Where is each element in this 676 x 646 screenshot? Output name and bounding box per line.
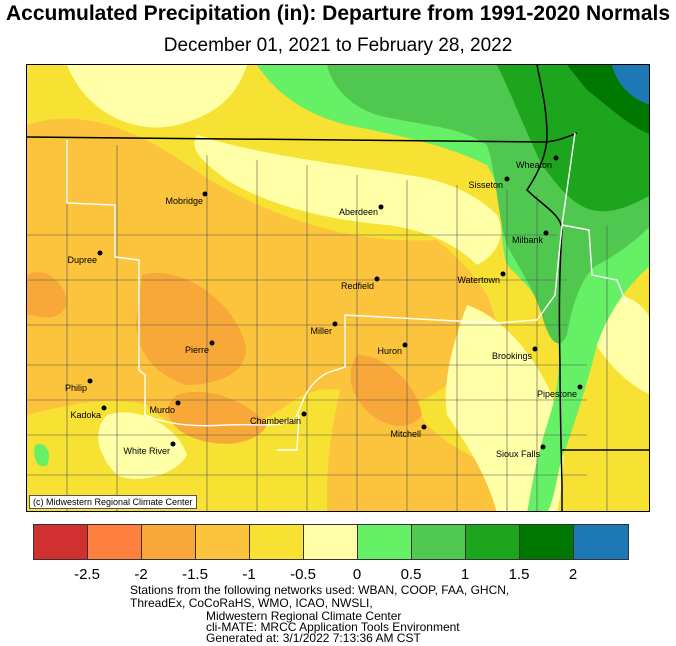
legend-tick-label: 0.5 xyxy=(400,566,422,583)
city-label-pierre: Pierre xyxy=(185,345,209,355)
zone-near-central xyxy=(194,135,501,265)
legend-swatch xyxy=(358,525,412,559)
city-dot-kadoka xyxy=(101,405,107,411)
city-label-sisseton: Sisseton xyxy=(468,180,503,190)
city-label-sioux-falls: Sioux Falls xyxy=(496,449,541,459)
color-legend xyxy=(33,524,629,560)
date-range-subtitle: December 01, 2021 to February 28, 2022 xyxy=(163,35,513,56)
legend-tick-label: -0.5 xyxy=(290,566,316,583)
legend-swatch xyxy=(250,525,304,559)
legend-swatch xyxy=(304,525,358,559)
city-label-dupree: Dupree xyxy=(67,255,97,265)
legend-swatch xyxy=(34,525,88,559)
legend-tick-label: -1.5 xyxy=(182,566,208,583)
zone-near-whiteriver xyxy=(98,412,187,479)
legend-tick-label: 1 xyxy=(460,566,470,583)
city-label-brookings: Brookings xyxy=(492,351,533,361)
legend-swatch xyxy=(412,525,466,559)
city-dot-sioux-falls xyxy=(540,444,546,450)
city-dot-mitchell xyxy=(421,424,427,430)
zone-over2 xyxy=(612,65,649,105)
city-label-redfield: Redfield xyxy=(341,281,374,291)
legend-tick-label: -2 xyxy=(134,566,148,583)
city-label-pipestone: Pipestone xyxy=(537,389,577,399)
city-dot-wheaton xyxy=(553,155,559,161)
legend-swatch xyxy=(196,525,250,559)
zone-near-east xyxy=(445,305,564,511)
city-label-white-river: White River xyxy=(123,446,170,456)
legend-tick-label: 0 xyxy=(352,566,362,583)
county-boundaries xyxy=(27,140,608,511)
city-dot-redfield xyxy=(374,276,380,282)
city-label-milbank: Milbank xyxy=(512,235,544,245)
footer-stations-line1: Stations from the following networks use… xyxy=(130,583,510,597)
city-label-mobridge: Mobridge xyxy=(165,196,203,206)
city-dot-white-river xyxy=(170,441,176,447)
city-dot-miller xyxy=(332,321,338,327)
legend-tick-label: -2.5 xyxy=(74,566,100,583)
city-dot-brookings xyxy=(532,346,538,352)
city-label-miller: Miller xyxy=(311,326,333,336)
city-label-aberdeen: Aberdeen xyxy=(339,207,378,217)
copyright-credit: (c) Midwestern Regional Climate Center xyxy=(29,495,197,509)
legend-tick-label: 1.5 xyxy=(508,566,530,583)
legend-swatch xyxy=(466,525,520,559)
city-dot-milbank xyxy=(543,230,549,236)
city-dot-chamberlain xyxy=(301,411,307,417)
city-dot-mobridge xyxy=(202,191,208,197)
region-boundary xyxy=(66,132,628,451)
legend-tick-label: -1 xyxy=(242,566,256,583)
city-label-wheaton: Wheaton xyxy=(516,160,552,170)
city-label-chamberlain: Chamberlain xyxy=(250,416,301,426)
map-canvas: Mobridge Aberdeen Sisseton Wheaton Milba… xyxy=(27,65,649,511)
zone-minus15-pierre xyxy=(136,273,246,385)
city-dot-dupree xyxy=(97,250,103,256)
footer-climate: cli-MATE: MRCC Application Tools Environ… xyxy=(206,620,460,634)
legend-swatch xyxy=(574,525,628,559)
precipitation-map: Mobridge Aberdeen Sisseton Wheaton Milba… xyxy=(26,64,650,512)
city-markers: Mobridge Aberdeen Sisseton Wheaton Milba… xyxy=(65,155,583,459)
footer-mrcc: Midwestern Regional Climate Center xyxy=(206,609,402,623)
city-label-murdo: Murdo xyxy=(149,405,175,415)
city-label-huron: Huron xyxy=(377,346,402,356)
legend-ticks: -2.5 -2 -1.5 -1 -0.5 0 0.5 1 1.5 2 xyxy=(0,566,676,584)
city-label-kadoka: Kadoka xyxy=(70,410,101,420)
zone-minus15-west xyxy=(27,272,67,318)
city-dot-pierre xyxy=(209,340,215,346)
legend-swatch xyxy=(88,525,142,559)
city-label-philip: Philip xyxy=(65,383,87,393)
city-dot-murdo xyxy=(175,400,181,406)
legend-swatch xyxy=(520,525,574,559)
legend-tick-label: 2 xyxy=(568,566,578,583)
city-dot-pipestone xyxy=(577,384,583,390)
zone-minus15-mitchell xyxy=(350,355,422,426)
zone-near-north xyxy=(67,65,247,128)
footer-stations-line2: ThreadEx, CoCoRaHS, WMO, ICAO, NWSLI, xyxy=(130,596,373,610)
city-dot-huron xyxy=(402,342,408,348)
zone-plus05-sw xyxy=(34,444,49,467)
map-title: Accumulated Precipitation (in): Departur… xyxy=(5,2,671,25)
legend-swatch xyxy=(142,525,196,559)
footer-generated: Generated at: 3/1/2022 7:13:36 AM CST xyxy=(206,631,421,645)
city-dot-aberdeen xyxy=(378,204,384,210)
city-label-watertown: Watertown xyxy=(457,275,500,285)
city-label-mitchell: Mitchell xyxy=(390,429,421,439)
city-dot-sisseton xyxy=(504,176,510,182)
zone-minus15-murdo xyxy=(168,391,267,444)
city-dot-philip xyxy=(87,378,93,384)
city-dot-watertown xyxy=(500,271,506,277)
